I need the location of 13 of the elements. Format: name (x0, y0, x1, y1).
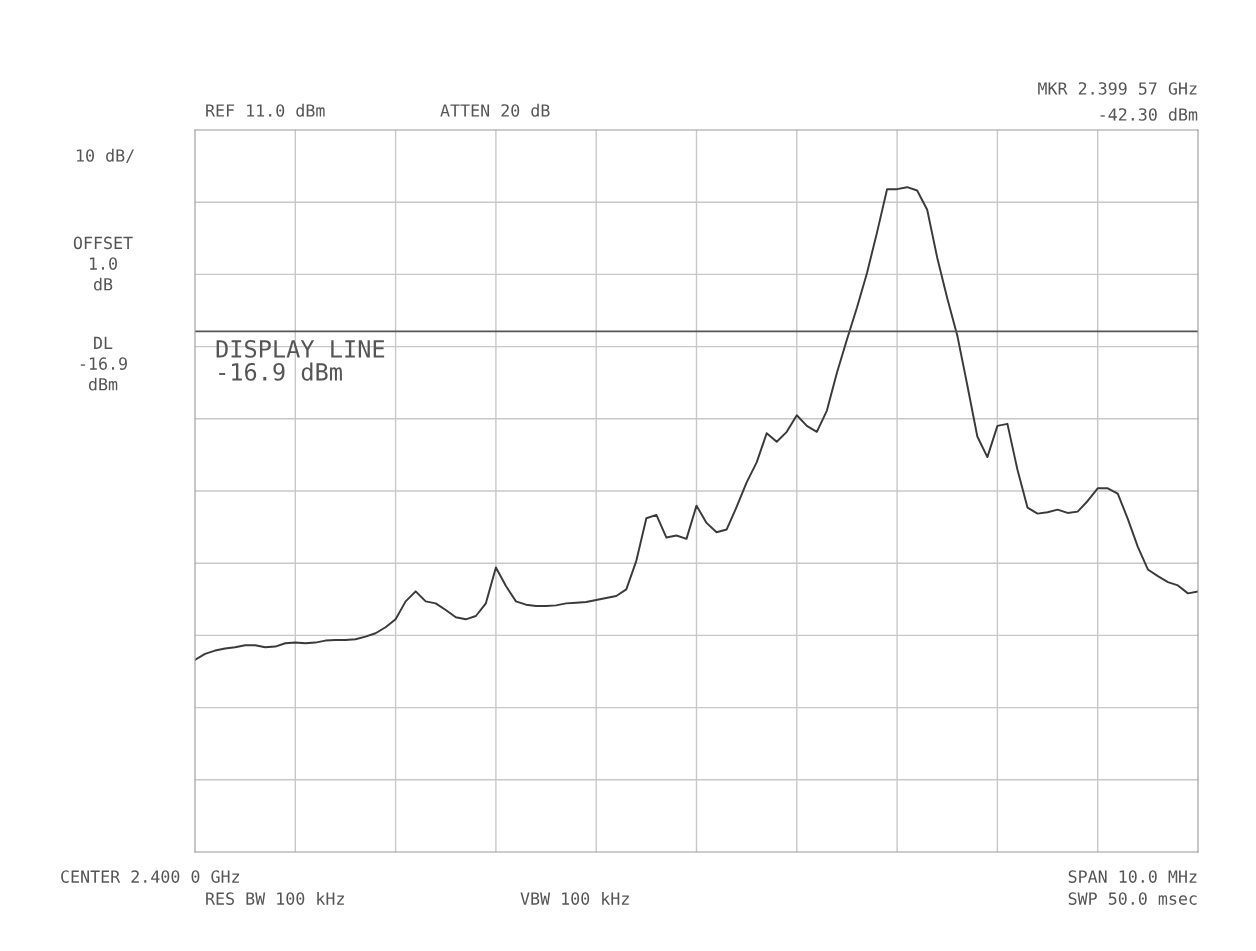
text: RES BW 100 kHz (206, 891, 344, 905)
text: CENTER 2.400 0 GHz (61, 870, 240, 883)
ref-line-label: DISPLAY LINE -16.9 dBm (216, 339, 385, 381)
text: DL -16.9 dBm (80, 336, 127, 391)
text: -42.30 dBm (1100, 107, 1198, 121)
text: OFFSET 1.0 dB (73, 236, 133, 291)
text: MKR 2.399 57 GHz (1038, 82, 1197, 95)
text: ATTEN 20 dB (440, 103, 550, 117)
text: REF 11.0 dBm (206, 103, 325, 117)
text: SWP 50.0 msec (1068, 892, 1197, 905)
text: SPAN 10.0 MHz (1068, 870, 1197, 883)
text: 10 dB/ (77, 148, 134, 164)
text: VBW 100 kHz (520, 891, 629, 905)
